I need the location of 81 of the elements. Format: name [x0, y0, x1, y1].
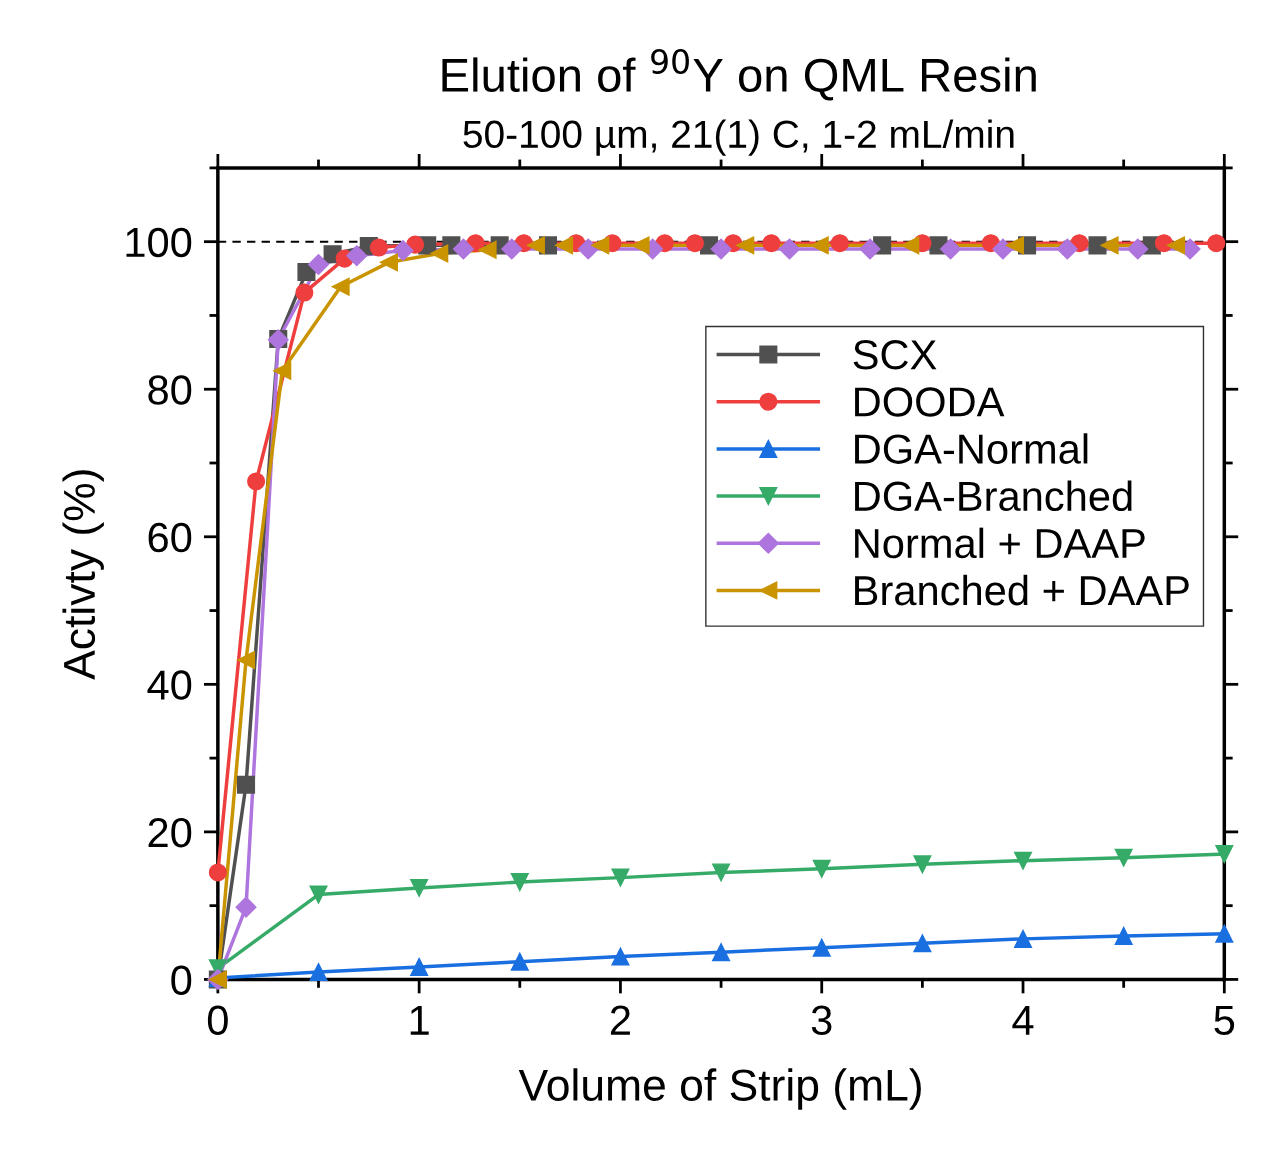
point: [237, 775, 256, 794]
point: [1005, 236, 1024, 255]
point: [1154, 234, 1173, 253]
point: [1100, 236, 1119, 255]
point: [710, 238, 732, 260]
legend-label: DOODA: [855, 387, 1005, 417]
y-axis-title: Activty (%): [62, 470, 104, 680]
point: [736, 236, 755, 255]
x-tick-label: 4: [1012, 1005, 1034, 1035]
legend-label: DGA-Normal: [855, 433, 1088, 464]
y-tick-label: 0: [171, 965, 192, 995]
y-tick-label: 80: [148, 375, 192, 405]
point: [510, 952, 529, 971]
point: [1215, 844, 1234, 864]
x-axis-title: Volume of Strip (mL): [518, 1068, 921, 1110]
legend-label: Branched + DAAP: [855, 574, 1189, 606]
point: [901, 236, 920, 255]
point: [295, 283, 314, 302]
point: [1088, 236, 1107, 255]
point: [237, 650, 256, 670]
point: [577, 238, 599, 260]
point: [685, 234, 704, 253]
point: [331, 277, 350, 296]
x-tick-label: 1: [410, 1005, 429, 1035]
point: [247, 472, 266, 491]
point: [631, 236, 650, 255]
chart-subtitle: 50-100 µm, 21(1) C, 1-2 mL/min: [463, 119, 1014, 156]
point: [762, 234, 781, 253]
point: [430, 244, 449, 263]
point: [1166, 236, 1186, 255]
point: [526, 236, 545, 255]
point: [346, 245, 368, 267]
point: [913, 855, 932, 874]
point: [555, 236, 574, 255]
y-tick-label: 20: [148, 817, 192, 848]
point: [812, 938, 831, 957]
point: [611, 947, 630, 966]
point: [712, 863, 731, 882]
point: [369, 238, 388, 257]
point: [510, 873, 529, 892]
point: [1207, 234, 1226, 253]
point: [307, 254, 330, 276]
point: [273, 361, 292, 380]
point: [913, 934, 932, 953]
point: [478, 240, 497, 259]
point: [812, 859, 831, 878]
x-tick-label: 3: [811, 1005, 832, 1036]
point: [712, 943, 731, 962]
x-tick-label: 2: [610, 1005, 630, 1035]
point: [859, 238, 881, 260]
point: [1127, 238, 1149, 260]
point: [309, 963, 328, 982]
point: [235, 896, 257, 918]
point: [410, 878, 429, 897]
point: [392, 240, 414, 262]
legend-label: Normal + DAAP: [855, 527, 1145, 559]
point: [591, 236, 610, 255]
point: [410, 957, 429, 976]
point: [309, 885, 328, 904]
point: [940, 238, 962, 260]
point: [379, 253, 398, 272]
point: [611, 868, 630, 887]
point: [1013, 929, 1033, 948]
chart-title: Elution of $^{90}$Y on QML Resin: [442, 48, 1036, 101]
point: [1114, 848, 1133, 867]
point: [1215, 924, 1234, 943]
point: [452, 238, 474, 260]
y-tick-label: 40: [147, 670, 192, 700]
point: [1056, 238, 1078, 260]
y-tick-label: 60: [148, 522, 192, 553]
point: [1114, 926, 1133, 945]
legend-label: SCX: [853, 340, 937, 370]
point: [1013, 851, 1033, 870]
x-tick-label: 5: [1214, 1005, 1235, 1036]
point: [830, 234, 849, 253]
point: [779, 238, 801, 260]
x-tick-label: 0: [207, 1005, 228, 1036]
legend-label: DGA-Branched: [855, 480, 1132, 512]
point: [501, 238, 523, 260]
y-tick-label: 100: [126, 227, 192, 258]
point: [208, 863, 227, 882]
